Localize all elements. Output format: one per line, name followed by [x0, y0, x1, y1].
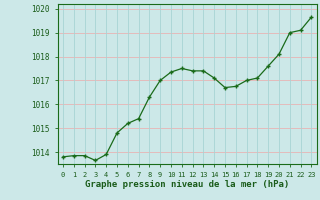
X-axis label: Graphe pression niveau de la mer (hPa): Graphe pression niveau de la mer (hPa) [85, 180, 289, 189]
